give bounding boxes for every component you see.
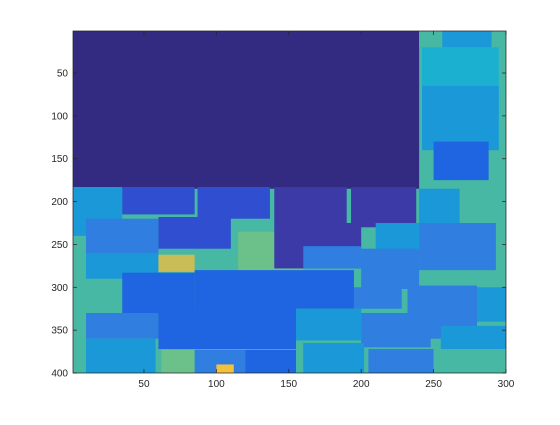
x-tick-label: 300 bbox=[498, 379, 515, 390]
heatmap-region-cyan-blue bbox=[86, 338, 156, 373]
heatmap-region-sea-green bbox=[459, 188, 506, 223]
heatmap-region-royal-blue bbox=[158, 217, 231, 249]
heatmap-region-cyan-blue bbox=[477, 287, 506, 322]
heatmap-region-khaki bbox=[158, 254, 195, 272]
heatmap-region-mint-green bbox=[161, 349, 195, 373]
heatmap-region-azure bbox=[361, 313, 431, 348]
y-tick-label: 200 bbox=[51, 197, 68, 208]
y-tick-label: 100 bbox=[51, 111, 68, 122]
heatmap-region-bright-blue bbox=[433, 141, 489, 181]
x-tick-label: 200 bbox=[353, 379, 370, 390]
heatmap-region-bright-blue bbox=[245, 349, 297, 373]
axes-frame bbox=[72, 30, 507, 374]
heatmap-region-cyan-blue bbox=[419, 188, 460, 223]
heatmap-region-bright-blue bbox=[122, 272, 195, 313]
heatmap-region-royal-blue bbox=[197, 187, 270, 219]
y-tick-label: 350 bbox=[51, 326, 68, 337]
heatmap-region-dark-indigo bbox=[73, 31, 420, 189]
heatmap-regions bbox=[73, 31, 506, 373]
heatmap-region-azure bbox=[419, 223, 496, 271]
heatmap-region-cyan-blue bbox=[442, 31, 492, 48]
heatmap-region-cyan-blue bbox=[375, 223, 420, 253]
heatmap-region-azure bbox=[86, 218, 159, 255]
y-tick-label: 300 bbox=[51, 283, 68, 294]
heatmap-region-bright-blue bbox=[194, 270, 297, 313]
x-tick-label: 250 bbox=[425, 379, 442, 390]
heatmap-region-bright-blue bbox=[158, 308, 297, 349]
heatmap-region-bright-blue bbox=[296, 270, 354, 309]
heatmap-region-azure bbox=[86, 313, 159, 339]
heatmap-region-indigo bbox=[351, 187, 417, 228]
x-tick-label: 150 bbox=[280, 379, 297, 390]
heatmap-region-cyan-blue bbox=[422, 85, 499, 151]
heatmap-region-azure bbox=[353, 287, 402, 309]
y-tick-label: 50 bbox=[57, 69, 69, 80]
heatmap-region-cyan-blue bbox=[303, 343, 365, 373]
heatmap-region-yellow-orange bbox=[216, 364, 234, 373]
heatmap-region-sea-green bbox=[433, 349, 506, 373]
axis-ticks: 50 100 150 200 250 300 50 100 150 200 250 300 350 400 bbox=[51, 31, 515, 390]
heatmap-region-azure bbox=[361, 248, 420, 289]
heatmap-region-azure bbox=[368, 349, 434, 373]
heatmap-region-indigo bbox=[274, 187, 347, 223]
x-tick-label: 50 bbox=[138, 379, 150, 390]
heatmap-region-cyan-blue bbox=[296, 308, 362, 341]
heatmap-region-royal-blue bbox=[122, 187, 195, 215]
y-tick-label: 250 bbox=[51, 240, 68, 251]
x-tick-label: 100 bbox=[208, 379, 225, 390]
heatmap-region-azure bbox=[303, 246, 362, 269]
y-tick-label: 400 bbox=[51, 369, 68, 380]
heatmap-region-cyan-blue bbox=[440, 325, 506, 349]
y-tick-label: 150 bbox=[51, 154, 68, 165]
